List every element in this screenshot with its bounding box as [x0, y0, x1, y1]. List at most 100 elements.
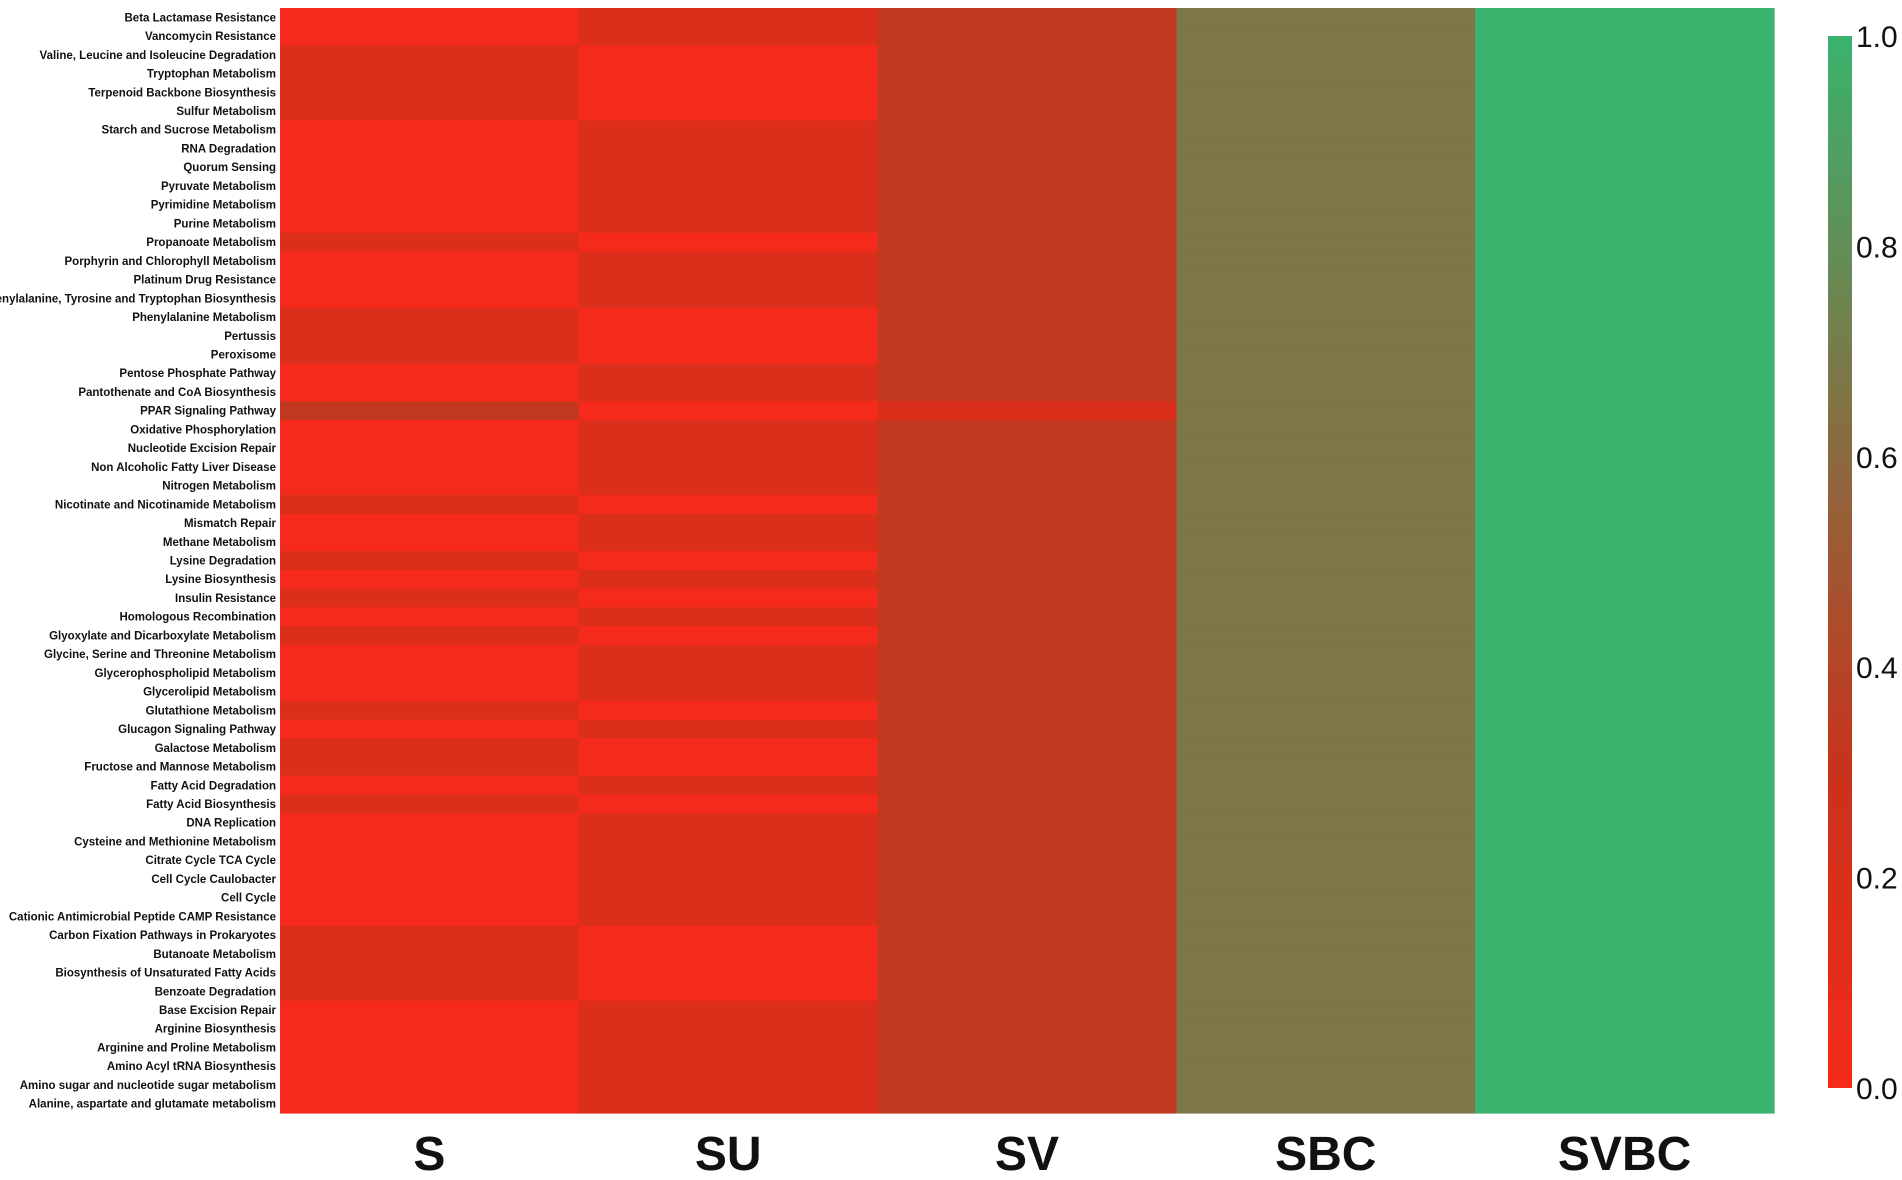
heatmap-cell [1176, 307, 1476, 327]
heatmap-cell [280, 476, 580, 496]
row-label: Cell Cycle Caulobacter [151, 874, 276, 886]
row-label: Nicotinate and Nicotinamide Metabolism [55, 499, 276, 511]
heatmap-cell [280, 288, 580, 309]
row-label: PPAR Signaling Pathway [140, 406, 276, 418]
row-label: Pantothenate and CoA Biosynthesis [78, 387, 276, 399]
heatmap-cell [578, 663, 879, 683]
heatmap-cell [1475, 644, 1775, 665]
heatmap-cell [280, 700, 580, 721]
heatmap-cell [1475, 1056, 1775, 1077]
heatmap-cell [1176, 1000, 1476, 1020]
heatmap-cell [877, 476, 1177, 496]
heatmap-cell [578, 850, 879, 871]
heatmap-cell [280, 438, 580, 459]
heatmap-cell [1176, 64, 1476, 84]
heatmap-cell [578, 307, 879, 327]
heatmap-cell [1176, 719, 1476, 740]
heatmap-cell [1176, 1056, 1476, 1077]
heatmap-cell [280, 832, 580, 852]
colorbar-gradient [1828, 36, 1852, 1088]
heatmap-cell [1176, 476, 1476, 496]
heatmap-cell [280, 682, 580, 702]
heatmap-cell [877, 607, 1177, 627]
row-label: Biosynthesis of Unsaturated Fatty Acids [55, 968, 276, 980]
row-label: Glyoxylate and Dicarboxylate Metabolism [49, 630, 276, 642]
column-labels: S SU SV SBC SVBC [413, 1128, 1691, 1180]
heatmap-cell [877, 139, 1177, 159]
heatmap-cell [280, 401, 580, 421]
heatmap-cell [578, 494, 879, 515]
heatmap-cell [1176, 925, 1476, 946]
column-label: SU [695, 1128, 762, 1180]
heatmap-cell [877, 888, 1177, 908]
heatmap-cell [578, 195, 879, 215]
heatmap-cell [877, 663, 1177, 683]
heatmap-cell [1176, 682, 1476, 702]
heatmap-cell [1475, 888, 1775, 908]
heatmap-cell [1176, 232, 1476, 253]
heatmap-cell [578, 157, 879, 178]
heatmap-cell [1475, 569, 1775, 590]
heatmap-cell [280, 494, 580, 515]
row-label: Pentose Phosphate Pathway [119, 368, 276, 380]
heatmap-cell [877, 64, 1177, 84]
heatmap-cell [578, 476, 879, 496]
heatmap-cell [578, 288, 879, 309]
heatmap-cell [877, 82, 1177, 103]
row-label: Lysine Biosynthesis [165, 574, 276, 586]
heatmap-cell [578, 45, 879, 65]
heatmap-cell [1176, 757, 1476, 777]
heatmap-cell [1176, 850, 1476, 871]
heatmap-cell [1475, 363, 1775, 384]
heatmap-cell [1475, 757, 1775, 777]
heatmap-cell [1475, 101, 1775, 121]
heatmap-cell [877, 925, 1177, 946]
row-label: Phenylalanine, Tyrosine and Tryptophan B… [0, 293, 276, 305]
heatmap-cell [1176, 700, 1476, 721]
heatmap-cell [877, 326, 1177, 346]
heatmap-cell [877, 120, 1177, 140]
row-label: Fatty Acid Biosynthesis [146, 799, 276, 811]
heatmap-cell [578, 981, 879, 1002]
heatmap-cell [280, 176, 580, 196]
heatmap-cell [280, 64, 580, 84]
heatmap-cell [280, 850, 580, 871]
heatmap-cell [578, 682, 879, 702]
heatmap-cell [877, 832, 1177, 852]
heatmap-cell [1176, 1094, 1476, 1114]
heatmap-cell [280, 363, 580, 384]
row-label: Base Excision Repair [159, 1005, 276, 1017]
heatmap-cell [1475, 64, 1775, 84]
heatmap-cell [280, 157, 580, 178]
heatmap-cell [280, 326, 580, 346]
row-label: Non Alcoholic Fatty Liver Disease [91, 462, 276, 474]
heatmap-cell [280, 45, 580, 65]
row-label: Fatty Acid Degradation [151, 780, 276, 792]
heatmap-cell [280, 719, 580, 740]
heatmap-cell [280, 26, 580, 47]
heatmap-cell [578, 925, 879, 946]
row-label: Platinum Drug Resistance [133, 275, 276, 287]
heatmap-cell [877, 195, 1177, 215]
heatmap-cell [578, 457, 879, 477]
row-label: DNA Replication [186, 818, 276, 830]
heatmap-cell [877, 251, 1177, 271]
row-label: Arginine Biosynthesis [155, 1024, 276, 1036]
heatmap-cell [578, 1075, 879, 1095]
row-label: Glucagon Signaling Pathway [118, 724, 276, 736]
heatmap-cell [578, 963, 879, 983]
row-label: Tryptophan Metabolism [147, 69, 276, 81]
heatmap-cell [1475, 401, 1775, 421]
heatmap-cell [877, 363, 1177, 384]
heatmap-cell [877, 176, 1177, 196]
heatmap-cell [280, 663, 580, 683]
heatmap-cell [578, 906, 879, 927]
heatmap-cell [1176, 906, 1476, 927]
heatmap-cell [1176, 382, 1476, 402]
heatmap-cell [1475, 45, 1775, 65]
row-label: Phenylalanine Metabolism [132, 312, 276, 324]
heatmap-cell [1176, 1038, 1476, 1058]
row-label: Amino Acyl tRNA Biosynthesis [107, 1061, 276, 1073]
heatmap-cell [578, 139, 879, 159]
heatmap-cell [877, 401, 1177, 421]
